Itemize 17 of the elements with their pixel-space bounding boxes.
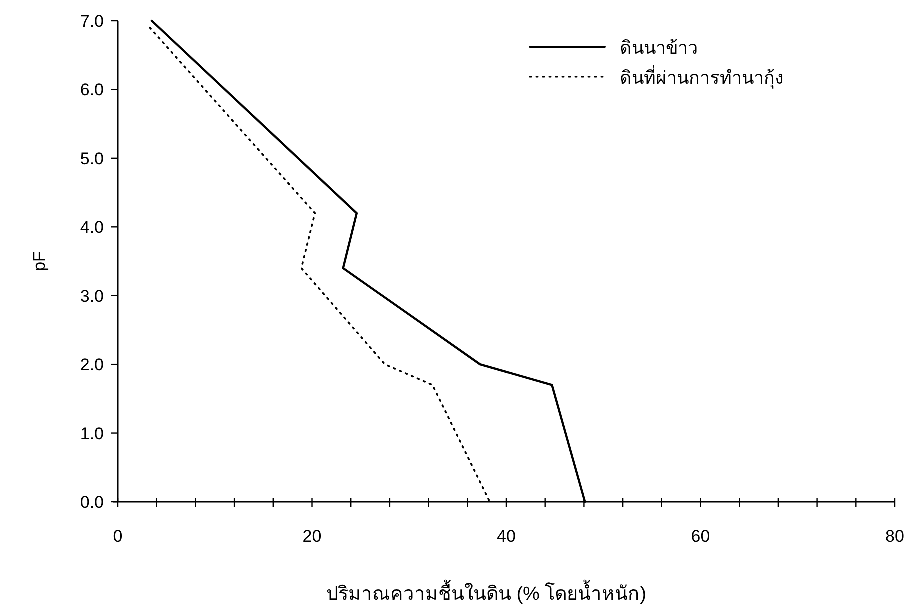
legend-label: ดินที่ผ่านการทำนากุ้ง xyxy=(620,65,784,89)
x-tick-label: 80 xyxy=(886,527,904,546)
y-tick-label: 2.0 xyxy=(80,356,104,375)
x-tick-label: 60 xyxy=(691,527,710,546)
x-tick-label: 0 xyxy=(113,527,123,546)
legend-label: ดินนาข้าว xyxy=(620,38,698,58)
y-tick-label: 5.0 xyxy=(80,149,104,168)
x-tick-label: 40 xyxy=(497,527,516,546)
y-tick-label: 4.0 xyxy=(80,218,104,238)
y-tick-label: 3.0 xyxy=(80,286,104,306)
y-axis-title: pF xyxy=(30,252,49,272)
x-axis-title: ปริมาณความชื้นในดิน (% โดยน้ำหนัก) xyxy=(326,580,647,605)
y-tick-label: 1.0 xyxy=(80,424,104,444)
y-tick-label: 6.0 xyxy=(80,80,104,100)
y-tick-label: 7.0 xyxy=(80,12,104,31)
y-tick-label: 0.0 xyxy=(80,493,104,512)
x-tick-label: 20 xyxy=(302,527,322,546)
